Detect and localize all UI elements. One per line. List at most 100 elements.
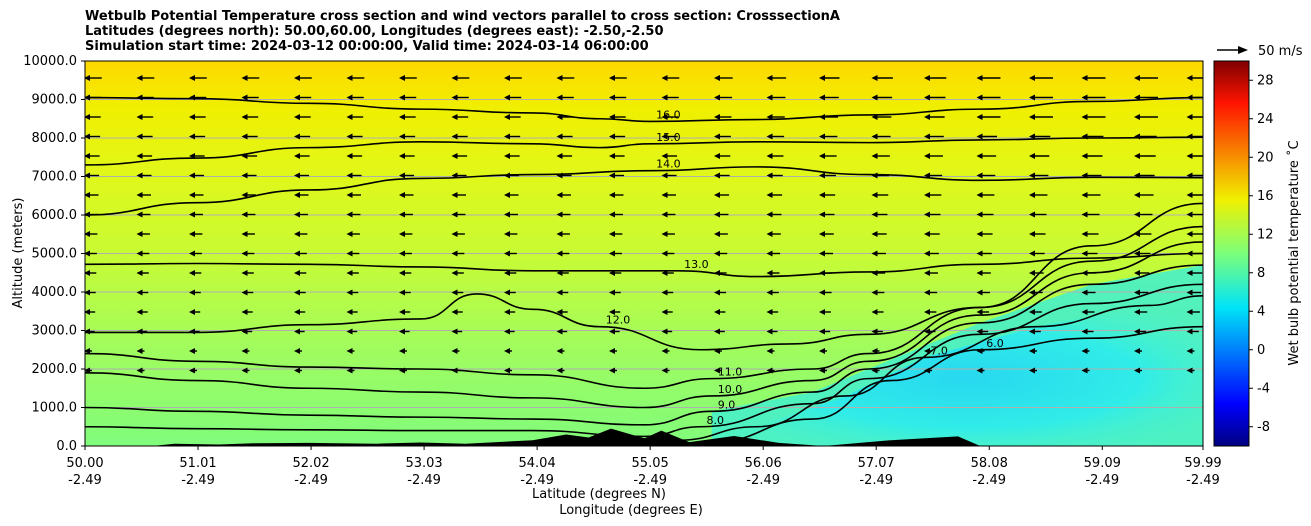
wind-vector: [714, 75, 733, 81]
wind-vector: [294, 153, 310, 159]
wind-vector: [661, 75, 680, 81]
wind-vector: [136, 270, 149, 276]
y-axis: 0.0 1000.0 2000.0 3000.0 4000.0 5000.0 6000.0 7…: [23, 54, 85, 454]
wind-vector: [714, 192, 730, 198]
colorbar-tick-label: 20: [1257, 150, 1274, 165]
wind-vector: [976, 192, 995, 198]
wind-vector: [136, 250, 150, 257]
wind-vector: [1029, 367, 1037, 374]
wind-vector: [1134, 94, 1158, 101]
wind-vector: [556, 211, 571, 218]
wind-vector: [766, 348, 775, 354]
wind-vector: [189, 231, 203, 237]
wind-vector: [976, 94, 1001, 101]
wind-vector: [1186, 328, 1199, 335]
wind-vector: [871, 328, 883, 335]
wind-vector: [661, 328, 673, 335]
colorbar: -8 -4 0 4 8 12 16 20 24 28 Wet bulb potential tem…: [1213, 60, 1302, 447]
wind-vector: [294, 250, 307, 257]
wind-vector: [1029, 133, 1051, 140]
wind-vector: [556, 192, 571, 198]
wind-vector: [1081, 114, 1106, 120]
wind-vector: [241, 94, 259, 101]
wind-vector: [1134, 153, 1156, 159]
x-tick-label-lat: 50.00: [66, 456, 103, 471]
contour-line: [85, 241, 1203, 409]
wind-vector: [1029, 192, 1048, 198]
wind-vector: [399, 192, 414, 198]
wind-vector: [85, 153, 100, 159]
wind-vector: [661, 114, 679, 120]
wind-vector: [189, 211, 203, 218]
wind-vector: [399, 114, 416, 120]
wind-vector: [819, 153, 837, 159]
wind-vector: [871, 192, 889, 198]
wind-vector: [976, 309, 990, 315]
wind-vector: [661, 153, 678, 159]
wind-vector: [714, 153, 731, 159]
quiver-key-label: 50 m/s: [1258, 44, 1303, 59]
wind-vector: [346, 153, 363, 159]
colorbar-tick-label: 0: [1257, 343, 1265, 358]
wind-vector: [1134, 250, 1151, 257]
contour-label: 16.0: [656, 108, 681, 121]
contour-label: 10.0: [718, 383, 743, 396]
wind-vector: [294, 192, 309, 198]
wind-vector: [661, 309, 673, 315]
contour-label: 7.0: [930, 344, 948, 357]
wind-vector: [504, 367, 512, 374]
wind-vector: [294, 231, 308, 237]
wind-vector: [451, 94, 469, 101]
wind-vector: [346, 94, 364, 101]
wind-vector: [451, 133, 468, 140]
wind-vector: [924, 114, 945, 120]
wind-vector: [85, 367, 92, 374]
x-tick-label-lat: 54.04: [519, 456, 556, 471]
wind-vector: [609, 94, 627, 101]
y-tick-label: 5000.0: [32, 247, 78, 262]
wind-vector: [399, 153, 415, 159]
wind-vector: [819, 250, 834, 257]
wind-vector: [241, 289, 254, 296]
wind-vector: [924, 153, 943, 159]
wind-vector: [1134, 192, 1154, 198]
wind-vector: [609, 75, 627, 81]
wind-vector: [294, 289, 306, 296]
wind-vector: [871, 289, 885, 296]
wind-vector: [766, 114, 785, 120]
contour-label: 6.0: [986, 337, 1004, 350]
wind-vector: [241, 75, 260, 81]
wind-vector: [1081, 153, 1103, 159]
wind-vector: [241, 133, 258, 140]
wind-vector: [85, 309, 96, 315]
contour-lines: 16.0 15.0 14.0 13.0 12.0 11.0 10.0 9.0 8.0 7.0 6.0: [85, 96, 1203, 443]
wind-vector: [1134, 309, 1148, 315]
wind-vector: [609, 192, 624, 198]
wind-vector: [924, 133, 944, 140]
wind-vector: [714, 133, 731, 140]
wind-vector: [136, 348, 145, 354]
colorbar-tick-label: 12: [1257, 227, 1274, 242]
x-tick-label-lon: -2.49: [633, 473, 667, 488]
wind-vector: [1134, 114, 1158, 120]
y-tick-label: 0.0: [56, 439, 77, 454]
wind-vector: [1186, 270, 1203, 276]
contour-label: 9.0: [718, 398, 736, 411]
wind-vector: [714, 114, 732, 120]
y-tick-label: 2000.0: [32, 362, 78, 377]
wind-vector: [924, 309, 937, 315]
wind-vector: [136, 289, 149, 296]
wind-vector: [399, 94, 417, 101]
wind-vector: [1186, 153, 1203, 159]
wind-vector: [451, 309, 463, 315]
wind-vector: [1134, 348, 1142, 354]
wind-vector: [189, 270, 202, 276]
wind-vector: [766, 289, 779, 296]
contour-label: 12.0: [606, 314, 631, 327]
wind-vector: [294, 270, 307, 276]
contour-line: [85, 252, 1203, 278]
wind-vector: [976, 153, 997, 159]
wind-vector: [871, 309, 884, 315]
x-tick-label-lat: 51.01: [179, 456, 216, 471]
